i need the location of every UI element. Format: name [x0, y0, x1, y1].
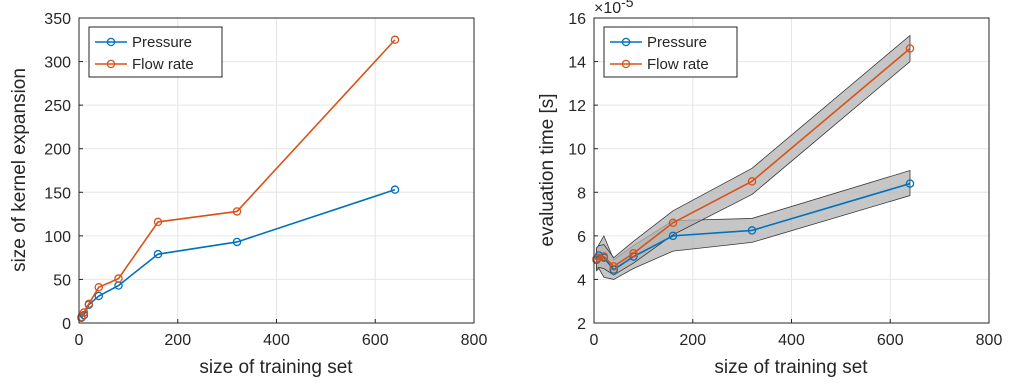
data-point	[84, 299, 94, 309]
x-tick-label: 400	[778, 332, 805, 349]
x-tick-label: 800	[976, 332, 1003, 349]
series-line	[80, 39, 396, 318]
y-tick-label: 10	[568, 142, 586, 159]
legend-label: Flow rate	[132, 56, 194, 73]
y-tick-label: 6	[577, 229, 586, 246]
data-point	[629, 249, 638, 258]
data-point	[153, 217, 163, 227]
data-point	[77, 312, 86, 322]
legend-marker	[621, 37, 631, 47]
y-axis-label: size of kernel expansion	[9, 68, 30, 272]
data-point	[594, 253, 604, 262]
evaluation-time-chart: 0 200 400 600 800 2 4 6 8 10 12 14 16 size of traini…	[537, 0, 1002, 378]
data-point	[390, 35, 400, 45]
data-point	[905, 44, 915, 53]
data-point	[609, 262, 619, 271]
y-axis-label: evaluation time [s]	[537, 93, 558, 246]
y-tick-label: 4	[577, 272, 586, 289]
y-tick-label: 250	[44, 98, 71, 115]
x-tick-label: 0	[75, 332, 84, 349]
y-tick-label: 2	[577, 316, 586, 333]
legend-label: Flow rate	[647, 56, 709, 73]
y-scale-exponent: -5	[621, 0, 634, 10]
y-tick-label: 350	[44, 11, 71, 28]
y-tick-label: 16	[568, 11, 586, 28]
y-tick-label: 0	[62, 316, 71, 333]
data-point	[747, 226, 757, 235]
y-tick-label: 8	[577, 185, 586, 202]
data-point	[79, 308, 89, 317]
kernel-expansion-chart: 0 200 400 600 800 0 50 100 150 200 250 300 350 size …	[9, 11, 487, 378]
x-axis-label: size of training set	[199, 357, 353, 378]
x-tick-label: 600	[877, 332, 904, 349]
y-tick-label: 14	[568, 55, 586, 72]
y-tick-label: 150	[44, 185, 71, 202]
data-point	[153, 249, 163, 259]
y-tick-label: 300	[44, 55, 71, 72]
data-point	[905, 179, 915, 188]
y-scale-factor: ×10-5	[594, 0, 634, 17]
confidence-band	[596, 169, 911, 280]
legend-marker	[621, 59, 631, 69]
y-tick-label: 12	[568, 98, 586, 115]
data-point	[668, 218, 678, 228]
x-tick-label: 0	[590, 332, 599, 349]
data-point	[94, 291, 104, 301]
confidence-band	[596, 34, 911, 276]
data-point	[94, 283, 104, 292]
data-point	[747, 177, 757, 186]
data-point	[668, 231, 678, 241]
x-tick-label: 200	[164, 332, 191, 349]
legend-label: Pressure	[647, 34, 707, 51]
x-tick-label: 600	[362, 332, 389, 349]
x-tick-label: 800	[461, 332, 488, 349]
x-axis-label: size of training set	[714, 357, 868, 378]
legend-box	[88, 26, 223, 78]
data-point	[232, 237, 242, 247]
data-point	[599, 252, 609, 261]
legend-box	[603, 26, 738, 78]
legend-marker	[106, 59, 116, 69]
x-tick-label: 400	[263, 332, 290, 349]
legend-marker	[106, 37, 116, 47]
legend-label: Pressure	[132, 34, 192, 51]
data-point	[390, 185, 400, 194]
y-tick-label: 50	[53, 272, 71, 289]
x-tick-label: 200	[679, 332, 706, 349]
data-point	[114, 274, 123, 283]
y-tick-label: 200	[44, 142, 71, 159]
y-scale-base: ×10	[594, 0, 621, 17]
y-tick-label: 100	[44, 229, 71, 246]
data-point	[232, 207, 242, 216]
series-line	[80, 188, 396, 319]
